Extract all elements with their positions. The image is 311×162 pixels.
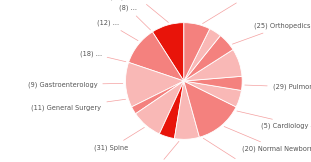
Text: (16) Neonate: (16) Neonate bbox=[135, 141, 179, 162]
Wedge shape bbox=[152, 23, 184, 81]
Wedge shape bbox=[184, 35, 233, 81]
Text: (12) ...: (12) ... bbox=[97, 20, 138, 41]
Wedge shape bbox=[184, 81, 236, 137]
Text: (9) Gastroenterology: (9) Gastroenterology bbox=[28, 81, 123, 88]
Text: (20) Normal Newborn: (20) Normal Newborn bbox=[224, 127, 311, 152]
Wedge shape bbox=[126, 62, 184, 107]
Text: (10) General Medicine: (10) General Medicine bbox=[203, 138, 284, 162]
Text: (11) General Surgery: (11) General Surgery bbox=[31, 99, 126, 111]
Wedge shape bbox=[184, 29, 220, 81]
Wedge shape bbox=[159, 81, 184, 139]
Wedge shape bbox=[184, 76, 242, 90]
Wedge shape bbox=[132, 81, 184, 114]
Wedge shape bbox=[184, 50, 242, 81]
Text: (25) Orthopedics: (25) Orthopedics bbox=[232, 23, 311, 44]
Text: (8) ...: (8) ... bbox=[119, 5, 151, 30]
Text: (18) ...: (18) ... bbox=[80, 50, 126, 62]
Wedge shape bbox=[128, 32, 184, 81]
Wedge shape bbox=[184, 81, 241, 107]
Wedge shape bbox=[136, 81, 184, 134]
Text: (17) Nephrology: (17) Nephrology bbox=[110, 0, 168, 23]
Text: (31) Spine: (31) Spine bbox=[95, 127, 144, 151]
Wedge shape bbox=[184, 23, 210, 81]
Text: (29) Pulmonary: (29) Pulmonary bbox=[245, 84, 311, 90]
Text: (5) Cardiology – Medical: (5) Cardiology – Medical bbox=[237, 111, 311, 129]
Wedge shape bbox=[174, 81, 199, 139]
Text: (21) Obstetrics Delivery: (21) Obstetrics Delivery bbox=[202, 0, 288, 24]
